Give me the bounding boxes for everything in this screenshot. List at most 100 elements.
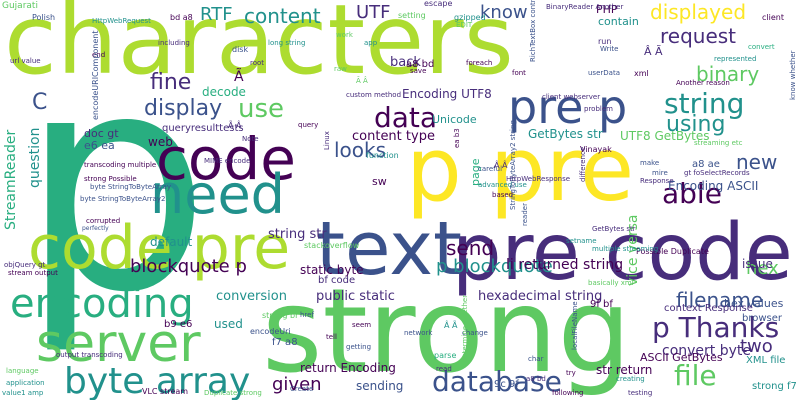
cloud-word: network: [404, 329, 433, 337]
cloud-word: Ã Â: [228, 121, 242, 130]
cloud-word: corrupted: [86, 217, 121, 225]
cloud-word: stackoverflow: [304, 241, 360, 250]
cloud-word: long string: [268, 39, 306, 47]
cloud-word: database: [432, 365, 562, 398]
cloud-word: e6 ea: [84, 139, 115, 152]
cloud-word: EDIT: [456, 21, 473, 29]
cloud-word: default: [150, 235, 193, 249]
cloud-word: filename: [676, 288, 764, 312]
cloud-word: root: [250, 59, 265, 67]
cloud-word: context Response: [664, 303, 753, 314]
cloud-word: issue: [742, 257, 773, 271]
cloud-word: StringToByteArray2 string: [509, 120, 517, 210]
cloud-word: Linux: [323, 131, 331, 150]
cloud-word: gt foSelectRecords: [684, 169, 750, 177]
cloud-word: use: [238, 94, 285, 124]
cloud-word: url value: [10, 57, 41, 65]
cloud-word: char: [528, 355, 544, 363]
cloud-word: make: [640, 159, 660, 167]
cloud-word: doc gt: [84, 127, 119, 140]
cloud-word: 9c 9f: [494, 379, 519, 390]
cloud-word: escape: [424, 0, 453, 8]
cloud-word: following: [552, 389, 584, 397]
cloud-word: Note: [242, 135, 259, 143]
cloud-word: multiple streaming: [592, 245, 659, 253]
cloud-word: b9 e6: [164, 319, 193, 330]
cloud-word: used: [214, 317, 243, 331]
cloud-word: hex values: [724, 297, 784, 310]
cloud-word: fine: [150, 70, 192, 95]
cloud-word: problem: [584, 105, 613, 113]
cloud-word: code pre: [28, 213, 291, 283]
cloud-word: objQuery gt: [4, 261, 46, 269]
cloud-word: Encoding UTF8: [402, 87, 492, 101]
cloud-word: RTF: [200, 4, 233, 25]
cloud-word: creating: [616, 375, 645, 383]
cloud-word: HttpWebResponse: [506, 175, 571, 183]
cloud-word: ea b3: [453, 128, 461, 148]
cloud-word: Encoding ASCII: [668, 179, 759, 193]
cloud-word: a8 ae: [692, 159, 720, 170]
cloud-word: send: [446, 236, 495, 260]
cloud-word: Unicode: [432, 113, 477, 126]
cloud-word: mire: [652, 169, 668, 177]
cloud-word: queryresulttests: [162, 123, 244, 134]
cloud-word: basically xml: [588, 279, 634, 287]
cloud-word: advanced use: [478, 181, 527, 189]
cloud-word: string: [664, 87, 745, 120]
cloud-word: PHP: [596, 3, 618, 16]
cloud-word: tell: [326, 333, 337, 341]
cloud-word: server: [36, 314, 201, 374]
cloud-word: strong f7: [752, 381, 797, 392]
cloud-word: f7 a8: [272, 337, 298, 348]
cloud-word: pre p: [508, 80, 628, 134]
cloud-word: GetBytes str: [528, 127, 603, 141]
cloud-word: BinaryReader Another: [546, 3, 624, 11]
cloud-word: 9f bf: [590, 299, 613, 310]
cloud-word: testing: [628, 389, 653, 397]
cloud-word: application: [6, 379, 45, 387]
cloud-word: a8 bd: [406, 59, 435, 70]
cloud-word: C: [32, 90, 48, 115]
cloud-word: custom method: [346, 91, 402, 99]
cloud-word: display: [144, 96, 223, 121]
cloud-word: client: [762, 13, 784, 22]
cloud-word: convert: [748, 43, 775, 51]
cloud-word: string str: [268, 227, 327, 242]
cloud-word: seem: [352, 321, 372, 329]
cloud-word: language: [6, 367, 39, 375]
cloud-word: strong br: [262, 311, 299, 320]
cloud-word: client webserver: [542, 93, 601, 101]
cloud-word: ASCII GetBytes: [640, 351, 723, 364]
cloud-word: hex: [746, 258, 779, 279]
cloud-word: UTF: [356, 2, 391, 23]
cloud-word: Gujarati: [2, 1, 38, 11]
cloud-word: Create: [290, 385, 314, 393]
cloud-word: careful: [478, 165, 503, 173]
cloud-word: change: [462, 329, 488, 337]
cloud-word: file: [674, 359, 717, 392]
cloud-word: know: [480, 2, 528, 23]
cloud-word: including: [158, 39, 190, 47]
cloud-word: UTF8 GetBytes: [620, 129, 710, 143]
cloud-word: Â Ã: [644, 45, 663, 58]
cloud-word: need: [150, 163, 285, 226]
cloud-word: work: [336, 31, 353, 39]
cloud-word: disk: [232, 45, 249, 54]
cloud-word: content type: [352, 129, 435, 144]
cloud-word: data: [374, 101, 438, 134]
cloud-word: Â Ã: [444, 321, 458, 330]
cloud-word: HttpWebRequest: [92, 17, 151, 25]
cloud-word: web: [148, 135, 173, 149]
cloud-word: looks: [334, 138, 387, 162]
cloud-word: sending: [356, 379, 404, 393]
cloud-word: p Thanks: [652, 311, 780, 344]
cloud-word: setting: [398, 11, 426, 20]
cloud-word: a8 bd: [526, 375, 546, 383]
cloud-word: read: [436, 365, 452, 373]
cloud-word: setname: [566, 237, 597, 245]
cloud-word: encodeUri: [250, 327, 291, 336]
cloud-word: xml: [634, 69, 649, 78]
cloud-word: request: [660, 24, 737, 48]
